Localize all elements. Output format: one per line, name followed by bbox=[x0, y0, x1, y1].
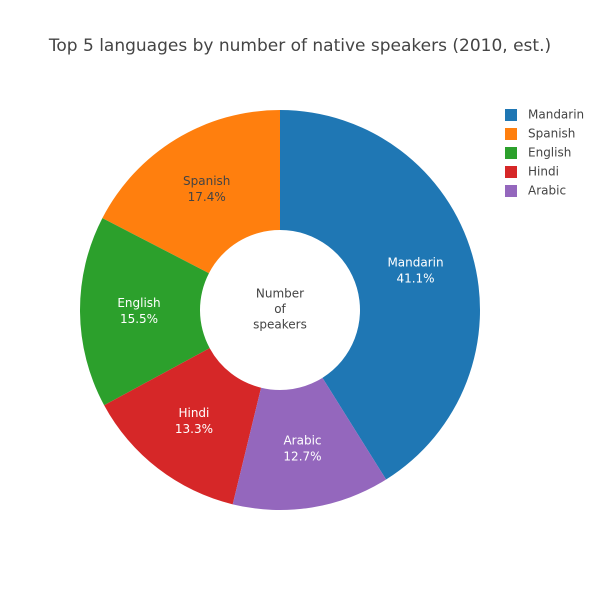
slice bbox=[102, 110, 280, 274]
slice-value-label: 13.3% bbox=[175, 422, 213, 436]
slice-label: Arabic bbox=[283, 434, 321, 448]
legend-swatch bbox=[505, 166, 517, 178]
slice bbox=[280, 110, 480, 480]
slice-value-label: 15.5% bbox=[120, 312, 158, 326]
slice bbox=[232, 377, 387, 511]
chart-title: Top 5 languages by number of native spea… bbox=[48, 36, 551, 56]
legend-swatch bbox=[505, 128, 517, 140]
legend-label: Mandarin bbox=[528, 108, 584, 122]
slice-label: English bbox=[117, 296, 160, 310]
legend-label: English bbox=[528, 146, 571, 160]
hole-label: speakers bbox=[253, 318, 307, 332]
slice-label: Spanish bbox=[183, 174, 230, 188]
legend-swatch bbox=[505, 109, 517, 121]
legend-swatch bbox=[505, 185, 517, 197]
legend-swatch bbox=[505, 147, 517, 159]
slice-value-label: 12.7% bbox=[283, 450, 321, 464]
hole-label: of bbox=[274, 302, 286, 316]
hole-label: Number bbox=[256, 287, 304, 301]
slice-label: Mandarin bbox=[387, 256, 443, 270]
slice-label: Hindi bbox=[178, 406, 209, 420]
slice bbox=[80, 218, 210, 406]
legend-label: Arabic bbox=[528, 184, 566, 198]
legend-label: Spanish bbox=[528, 127, 575, 141]
slice bbox=[104, 348, 262, 505]
legend-label: Hindi bbox=[528, 165, 559, 179]
slice-value-label: 17.4% bbox=[188, 190, 226, 204]
slice-value-label: 41.1% bbox=[396, 272, 434, 286]
